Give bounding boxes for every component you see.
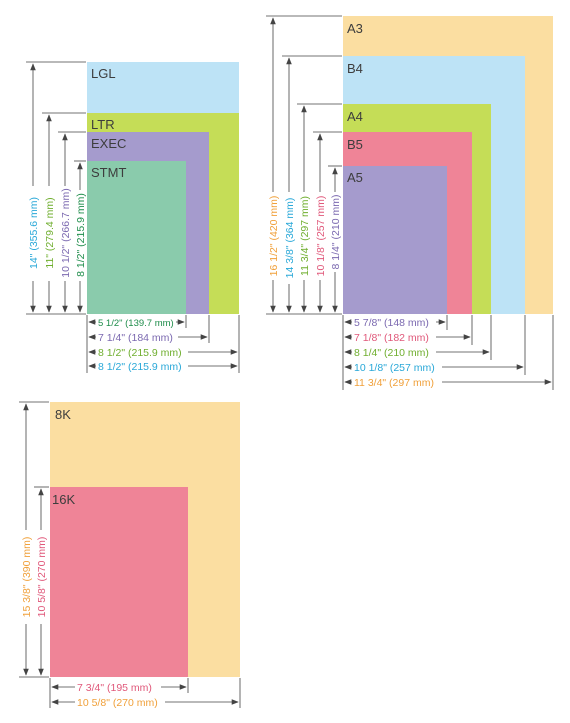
label-knockout <box>96 360 188 372</box>
label-knockout <box>329 192 341 272</box>
b5-label: B5 <box>347 137 363 152</box>
b5-width-label: 7 1/8" (182 mm) <box>354 332 429 344</box>
ltr-width-label: 8 1/2" (215.9 mm) <box>98 347 182 359</box>
ltr-label: LTR <box>91 117 115 132</box>
label-knockout <box>314 192 326 280</box>
label-knockout <box>20 530 32 624</box>
iso-width-labels: 5 7/8" (148 mm) 7 1/8" (182 mm) 8 1/4" (… <box>352 316 442 389</box>
a3-label: A3 <box>347 21 363 36</box>
label-knockout <box>27 186 39 281</box>
a4-height-label: 11 3/4" (297 mm) <box>299 196 311 276</box>
stmt-label: STMT <box>91 165 126 180</box>
16k-height-label: 10 5/8" (270 mm) <box>36 537 48 618</box>
label-knockout <box>96 331 178 343</box>
k-paper-sizes-group: 8K 16K 15 3/8" (390 mm) 10 5/8" (270 mm)… <box>19 401 241 709</box>
stmt-height-label: 8 1/2" (215.9 mm) <box>75 193 87 277</box>
lgl-width-label: 8 1/2" (215.9 mm) <box>98 361 182 373</box>
exec-width-label: 7 1/4" (184 mm) <box>98 332 173 344</box>
8k-height-label: 15 3/8" (390 mm) <box>21 537 33 618</box>
us-paper-sizes-group: LGL LTR EXEC STMT 14" (355.6 mm) 11" (27… <box>26 61 240 373</box>
a5-paper <box>343 166 447 314</box>
label-knockout <box>352 316 436 328</box>
label-knockout <box>35 530 47 624</box>
iso-paper-sizes-group: A3 B4 A4 B5 A5 16 1/2" (420 mm) 14 3/8" … <box>266 15 554 390</box>
8k-label: 8K <box>55 407 71 422</box>
a3-height-label: 16 1/2" (420 mm) <box>268 196 280 277</box>
label-knockout <box>75 696 165 708</box>
16k-paper <box>50 487 188 677</box>
label-knockout <box>75 681 161 693</box>
a3-width-label: 11 3/4" (297 mm) <box>354 377 434 389</box>
label-knockout <box>352 346 436 358</box>
lgl-label: LGL <box>91 66 116 81</box>
label-knockout <box>59 186 71 281</box>
a4-label: A4 <box>347 109 363 124</box>
label-knockout <box>298 192 310 280</box>
label-knockout <box>267 192 279 280</box>
b4-label: B4 <box>347 61 363 76</box>
b4-width-label: 10 1/8" (257 mm) <box>354 362 435 374</box>
label-knockout <box>96 316 176 328</box>
label-knockout <box>74 190 86 281</box>
exec-label: EXEC <box>91 136 126 151</box>
a5-height-label: 8 1/4" (210 mm) <box>330 195 342 270</box>
label-knockout <box>43 186 55 281</box>
8k-width-label: 10 5/8" (270 mm) <box>77 697 158 709</box>
a4-width-label: 8 1/4" (210 mm) <box>354 347 429 359</box>
a5-label: A5 <box>347 170 363 185</box>
a5-width-label: 5 7/8" (148 mm) <box>354 317 429 329</box>
label-knockout <box>352 361 442 373</box>
lgl-height-label: 14" (355.6 mm) <box>28 197 40 269</box>
b4-height-label: 14 3/8" (364 mm) <box>284 198 296 279</box>
label-knockout <box>283 192 295 284</box>
k-height-labels: 15 3/8" (390 mm) 10 5/8" (270 mm) <box>20 530 48 624</box>
k-width-labels: 7 3/4" (195 mm) 10 5/8" (270 mm) <box>75 681 165 709</box>
label-knockout <box>96 346 188 358</box>
b5-height-label: 10 1/8" (257 mm) <box>315 196 327 277</box>
stmt-paper <box>87 161 186 314</box>
us-height-labels: 14" (355.6 mm) 11" (279.4 mm) 10 1/2" (2… <box>27 186 87 281</box>
label-knockout <box>352 331 436 343</box>
stmt-width-label: 5 1/2" (139.7 mm) <box>98 318 174 329</box>
ltr-height-label: 11" (279.4 mm) <box>44 197 56 268</box>
16k-label: 16K <box>52 492 75 507</box>
iso-height-labels: 16 1/2" (420 mm) 14 3/8" (364 mm) 11 3/4… <box>267 192 342 284</box>
16k-width-label: 7 3/4" (195 mm) <box>77 682 152 694</box>
label-knockout <box>352 376 442 388</box>
exec-height-label: 10 1/2" (266.7 mm) <box>60 188 72 278</box>
us-width-labels: 5 1/2" (139.7 mm) 7 1/4" (184 mm) 8 1/2"… <box>96 316 188 373</box>
